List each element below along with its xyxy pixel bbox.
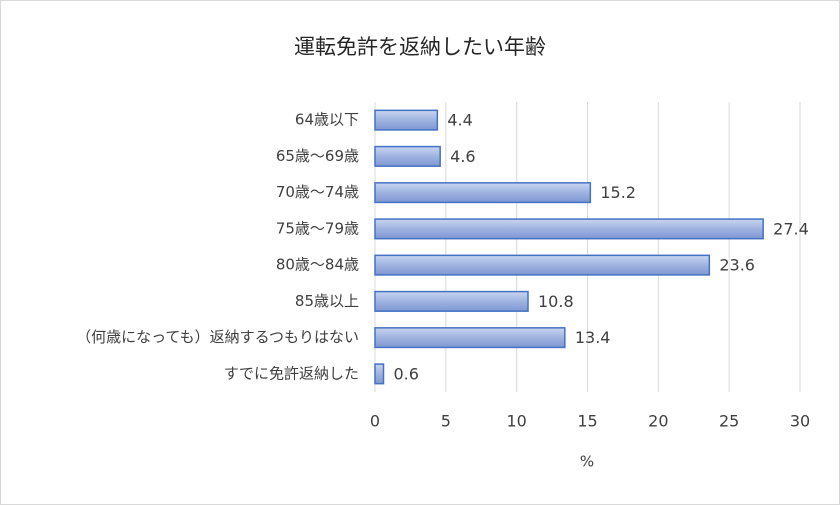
y-tick-label: 64歳以下 [295,111,359,129]
y-tick-label: 85歳以上 [295,292,359,310]
bar [374,182,592,204]
bar [374,145,441,167]
x-axis-label: % [580,453,594,471]
value-label: 23.6 [719,256,755,275]
bar [374,109,439,131]
x-tick-label: 20 [648,412,668,431]
value-label: 27.4 [773,219,809,238]
value-label: 0.6 [394,364,419,383]
value-label: 10.8 [538,292,574,311]
y-tick-label: 65歳～69歳 [276,147,359,165]
value-label: 4.6 [450,147,475,166]
bar [374,218,764,240]
y-tick-label: 80歳～84歳 [276,256,359,274]
x-tick-label: 25 [719,412,739,431]
bar [374,363,385,385]
x-tick-label: 15 [577,412,597,431]
bar [374,327,566,349]
x-tick-label: 10 [506,412,526,431]
bar [374,290,529,312]
x-tick-label: 0 [370,412,380,431]
x-tick-label: 30 [790,412,810,431]
y-tick-label: すでに免許返納した [224,364,359,382]
value-label: 4.4 [447,111,472,130]
value-label: 13.4 [575,328,611,347]
y-tick-label: 75歳～79歳 [276,219,359,237]
bar [374,254,711,276]
y-tick-label: （何歳になっても）返納するつもりはない [76,328,359,346]
x-tick-label: 5 [441,412,451,431]
chart-title: 運転免許を返納したい年齢 [294,35,546,59]
value-label: 15.2 [600,183,636,202]
y-tick-label: 70歳～74歳 [276,183,359,201]
